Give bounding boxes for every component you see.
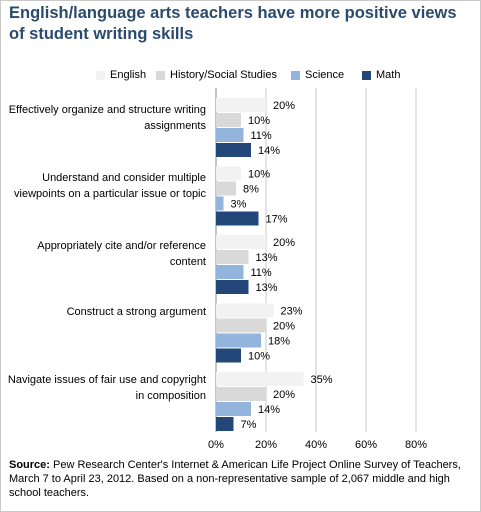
bar-english	[216, 303, 274, 318]
legend-swatch-math	[362, 70, 371, 80]
bar-english	[216, 235, 266, 249]
source-label: Source:	[9, 459, 50, 471]
data-label-math: 7%	[241, 419, 257, 431]
category-label-fair-use: Navigate issues of fair use and copyrigh…	[7, 374, 206, 402]
data-label-history: 10%	[248, 115, 270, 127]
bar-history	[216, 181, 236, 196]
legend-item-math: Math	[362, 69, 400, 81]
category-label-viewpoints: Understand and consider multiple viewpoi…	[14, 172, 206, 200]
legend-swatch-english	[96, 70, 105, 80]
legend-label-science: Science	[305, 69, 345, 81]
legend-swatch-history	[156, 70, 165, 80]
source-note: Source: Pew Research Center's Internet &…	[9, 458, 471, 500]
legend-label-history: History/Social Studies	[170, 69, 277, 81]
bar-science	[216, 333, 261, 348]
bar-math	[216, 280, 249, 294]
data-label-english: 20%	[273, 100, 295, 112]
x-tick-label: 20%	[255, 439, 277, 451]
x-tick-label: 60%	[355, 439, 377, 451]
data-label-english: 10%	[248, 169, 270, 181]
chart-title: English/language arts teachers have more…	[9, 4, 457, 43]
x-tick-label: 0%	[208, 439, 224, 451]
bar-science	[216, 196, 224, 211]
bar-science	[216, 402, 251, 416]
bar-history	[216, 387, 266, 401]
data-label-english: 35%	[311, 374, 333, 386]
bar-history	[216, 250, 249, 264]
legend-item-english: English	[96, 69, 146, 81]
bar-math	[216, 211, 259, 226]
data-label-science: 14%	[258, 404, 280, 416]
data-label-science: 11%	[251, 130, 272, 142]
data-label-science: 11%	[251, 267, 272, 279]
data-label-english: 23%	[281, 306, 303, 318]
legend-item-history: History/Social Studies	[156, 69, 277, 81]
x-tick-label: 40%	[305, 439, 327, 451]
bar-history	[216, 113, 241, 127]
bar-math	[216, 417, 234, 431]
bar-english	[216, 166, 241, 181]
data-label-history: 20%	[273, 389, 295, 401]
bar-science	[216, 265, 244, 279]
bar-math	[216, 143, 251, 157]
legend-label-math: Math	[376, 69, 401, 81]
data-label-science: 18%	[268, 336, 290, 348]
data-label-history: 8%	[243, 184, 259, 196]
bar-english	[216, 98, 266, 112]
legend-label-english: English	[110, 69, 147, 81]
source-text: Pew Research Center's Internet & America…	[9, 459, 461, 499]
bar-science	[216, 128, 244, 142]
x-tick-label: 80%	[405, 439, 427, 451]
category-label-organize: Effectively organize and structure writi…	[8, 104, 206, 132]
legend: English History/Social Studies Science M…	[0, 69, 481, 85]
bar-history	[216, 318, 266, 333]
data-label-math: 14%	[258, 145, 280, 157]
data-label-math: 10%	[248, 351, 270, 363]
bar-english	[216, 372, 304, 386]
legend-swatch-science	[291, 70, 300, 80]
category-label-cite: Appropriately cite and/or reference cont…	[37, 240, 206, 268]
bar-math	[216, 348, 241, 363]
legend-item-science: Science	[291, 69, 344, 81]
data-label-math: 17%	[266, 214, 288, 226]
data-label-math: 13%	[256, 282, 278, 294]
data-label-history: 13%	[256, 252, 278, 264]
data-label-history: 20%	[273, 321, 295, 333]
data-label-english: 20%	[273, 237, 295, 249]
data-label-science: 3%	[231, 199, 247, 211]
category-label-argument: Construct a strong argument	[66, 306, 206, 318]
